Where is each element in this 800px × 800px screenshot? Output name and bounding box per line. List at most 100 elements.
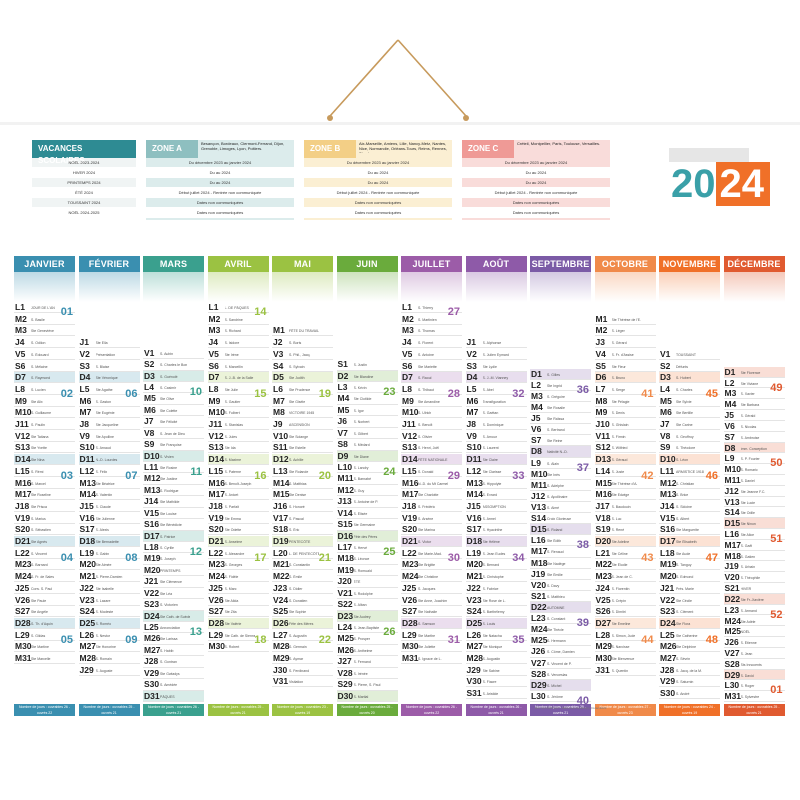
saint-name: Ste Félicité [160, 420, 178, 425]
saint-name: Ste Clarisse [482, 469, 502, 474]
day-cell: J4 S. Odilon [14, 337, 75, 349]
saint-name: S. Gérald [740, 414, 756, 419]
day-cell: L15 S. Donald 29 [401, 466, 462, 481]
day-number: M13 [144, 484, 161, 495]
saint-name: S. Anselme [224, 540, 243, 544]
day-cell: L25 Ste Catherine 48 [659, 630, 720, 645]
day-cell: D16 Fête des Pères [336, 530, 398, 542]
day-cell: M4 Ste Clotilde [336, 393, 398, 405]
saint-name: Ste Alida [224, 598, 239, 603]
day-cell: V3 S. Phil., Jacq. [272, 349, 333, 360]
saint-name: S. Kévin [353, 386, 367, 390]
day-number: J14 [660, 500, 675, 511]
saint-name: S. Dominique [482, 423, 504, 427]
day-cell: J5 S. Gérald [723, 410, 785, 421]
day-cell: V6 S. Bertrand [530, 424, 591, 436]
day-number: M17 [531, 546, 548, 557]
zone-row: Dates non communiquées [462, 198, 610, 208]
day-number: M27 [660, 653, 677, 663]
day-cell: D4 S. J.-M. Vianney [465, 372, 527, 384]
saint-name: Ste Mathilde [160, 500, 180, 505]
day-number: L6 [273, 383, 283, 394]
day-number: D28 [15, 617, 31, 628]
day-number: M23 [15, 559, 32, 570]
saint-name: S. Gérard [611, 341, 627, 346]
saint-name: Ste Thècle [547, 628, 564, 633]
day-cell: L11 Ste Rosine 11 [143, 462, 204, 478]
saint-name: S. Anicet [224, 493, 239, 498]
day-cell: L21 Ste Céline 43 [594, 548, 656, 563]
saint-name: S. Alain [547, 461, 559, 466]
day-cell: D8 Imm. Conception [723, 442, 785, 454]
saint-name: Ste Cath. de Sienne [224, 633, 255, 638]
day-cell: M19 S. Joseph [143, 553, 204, 565]
day-cell: S21 S. Matthieu [530, 591, 591, 602]
day-number: M5 [337, 404, 350, 415]
day-number: L1 [208, 302, 219, 312]
day-number: M16 [15, 477, 32, 488]
saint-name: S. Augustin [482, 657, 501, 661]
day-cell: M26 S. Anthelme [336, 645, 398, 657]
day-number: S20 [402, 524, 418, 535]
saint-name: S. Urbain [740, 565, 756, 570]
day-cell: M3 S. Thomas [401, 325, 462, 337]
saint-name: S. Juste [611, 469, 625, 474]
day-cell: M20 S. Bernard [465, 559, 527, 571]
week-number: 42 [641, 469, 654, 482]
saint-name: Ste Julie [224, 387, 238, 392]
vacances-title: VACANCES SCOLAIRES [32, 140, 136, 165]
day-number: M17 [402, 489, 419, 500]
day-cell: S23 S. Victorien [143, 599, 204, 611]
month-column-11: NOVEMBRE V1 TOUSSAINT S2 Défunts D3 S. Hubert L… [659, 256, 720, 735]
saint-name: S. Charles le Bon [160, 363, 188, 368]
week-number: 18 [254, 633, 267, 646]
day-number: D18 [466, 536, 483, 546]
saint-name: S. Raoul [418, 376, 432, 381]
day-cell: V13 S. Aimé [530, 502, 591, 514]
day-number: S1 [337, 359, 348, 370]
saint-name: Ste Marcelle [31, 657, 51, 661]
saint-name: Ste Émeline [611, 621, 631, 626]
day-cell: D20 Ste Adeline [594, 536, 656, 547]
day-number: V3 [273, 348, 284, 359]
zone-row: Du au 2024 [304, 168, 452, 178]
day-cell: M16 Ste Edwige [594, 489, 656, 501]
saint-name: Ste Irène [224, 352, 239, 357]
saint-name: Ste Brigitte [418, 563, 436, 568]
day-number: L12 [466, 465, 482, 476]
month-footer: Nombre de jours : ouvrables 27 - ouvrés … [594, 704, 656, 716]
saint-name: S. Gaétan [482, 411, 499, 416]
day-cell: M25 NOËL [723, 626, 785, 638]
day-cell: D14 S. Maxime [207, 454, 269, 466]
saint-name: S. Alban [353, 603, 367, 608]
day-cell: V7 S. Gilbert [336, 428, 398, 440]
day-cell: J30 S. Ferdinand [272, 665, 333, 676]
day-number: L4 [660, 383, 670, 394]
day-number: L29 [15, 629, 30, 640]
day-cell: M9 S. Gautier [207, 396, 269, 407]
day-cell: D15 S. Roland [530, 524, 591, 536]
day-cell: J11 S. Stanislas [207, 419, 269, 430]
day-number: S26 [595, 606, 611, 617]
day-cell: J29 S. Auguste [78, 665, 140, 676]
day-cell: M23 S. Jean de C. [594, 571, 656, 583]
day-cell: M24 Ste Christine [401, 571, 462, 583]
day-number: D1 [724, 366, 736, 377]
day-cell: S10 S. Laurent [465, 442, 527, 454]
day-cell: M18 Ste Nadège [530, 558, 591, 569]
saint-name: S. Adelphe [547, 483, 564, 488]
day-cell: J1 Ste Ella [78, 337, 140, 349]
saint-name: S. Romain [95, 657, 112, 661]
saint-name: S. Sidoine [676, 504, 692, 509]
week-number: 17 [254, 551, 267, 564]
day-number: V23 [79, 594, 95, 605]
day-cell: M14 S. Matthias [272, 478, 333, 489]
day-number: V26 [402, 594, 418, 605]
day-number: D13 [595, 454, 612, 465]
day-number: J22 [79, 582, 94, 593]
week-number: 07 [125, 469, 138, 482]
saint-name: Ste Émilie [547, 572, 563, 577]
saint-name: Ste Apolline [95, 434, 115, 439]
saint-name: S. Hippolyte [482, 481, 502, 486]
day-cell: D1 S. Gilles [530, 368, 591, 380]
